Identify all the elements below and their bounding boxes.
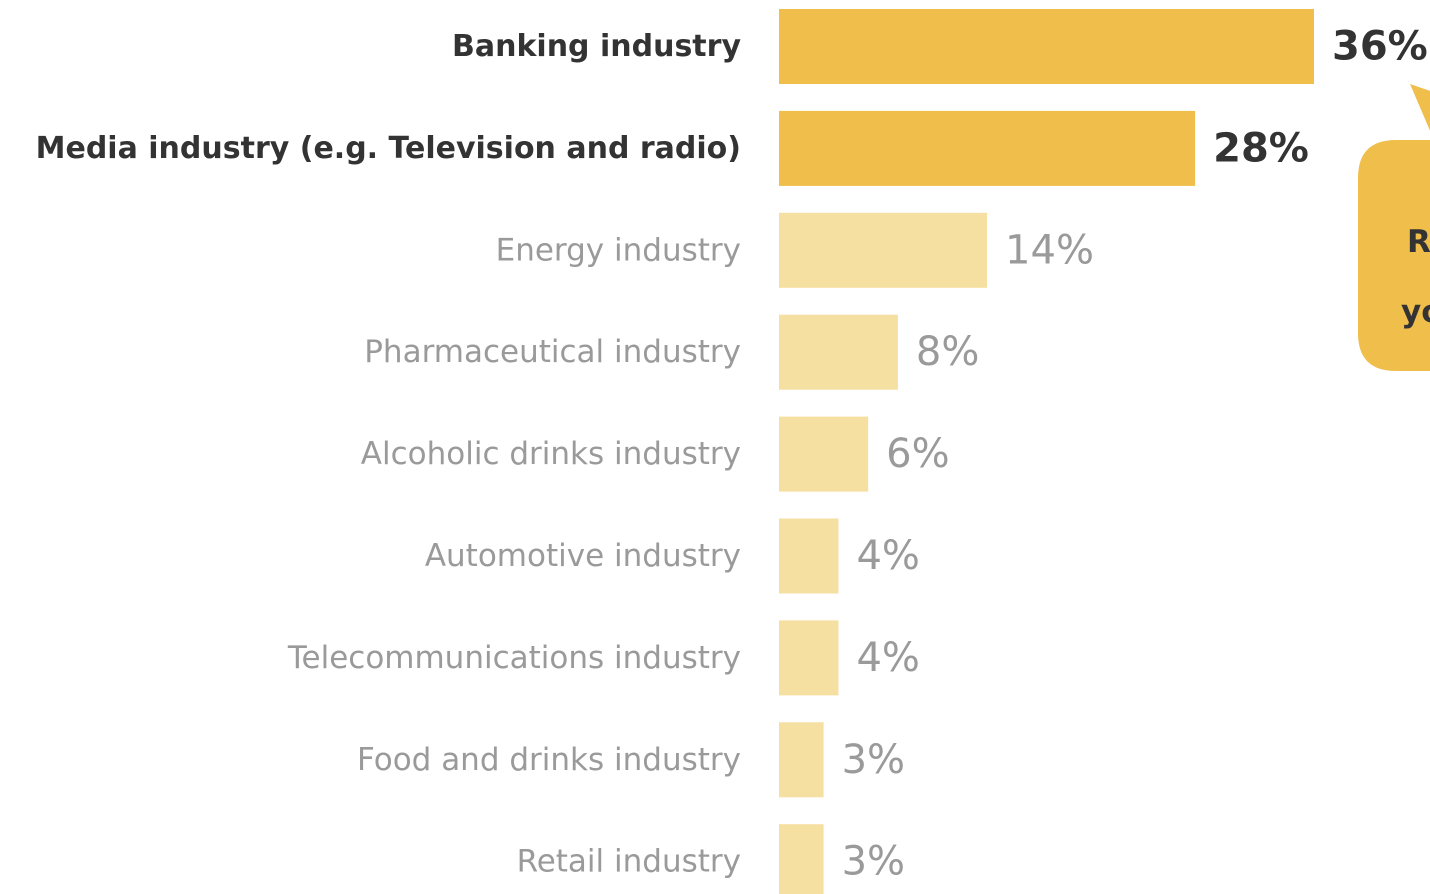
value-label: 3%	[842, 839, 905, 885]
value-label: 28%	[1213, 125, 1309, 171]
category-label: Media industry (e.g. Television and radi…	[36, 131, 741, 166]
value-label: 4%	[856, 533, 919, 579]
callout-box: R yo	[1358, 84, 1430, 371]
category-label: Food and drinks industry	[357, 742, 741, 778]
callout-shape	[1358, 140, 1430, 371]
bar	[779, 212, 988, 288]
bar	[779, 416, 869, 492]
value-label: 36%	[1332, 24, 1428, 70]
category-label: Pharmaceutical industry	[364, 334, 741, 370]
value-label: 3%	[842, 737, 905, 783]
bar	[779, 9, 1314, 84]
value-label: 6%	[886, 431, 949, 477]
category-label: Energy industry	[496, 232, 741, 268]
value-label: 8%	[916, 329, 979, 375]
bar	[779, 722, 824, 798]
callout-pointer	[1410, 84, 1430, 131]
bars-layer: Banking industry 36% Media industry (e.g. …	[36, 9, 1428, 894]
callout-text-line2: yo	[1401, 294, 1430, 330]
bar	[779, 620, 839, 696]
category-label: Banking industry	[452, 29, 741, 64]
bar	[779, 314, 898, 390]
category-label: Telecommunications industry	[287, 640, 741, 676]
callout-text-line1: R	[1407, 224, 1430, 260]
bar	[779, 824, 824, 894]
category-label: Automotive industry	[425, 538, 741, 574]
category-label: Retail industry	[517, 844, 741, 880]
value-label: 4%	[856, 635, 919, 681]
category-label: Alcoholic drinks industry	[361, 436, 741, 472]
bar	[779, 518, 839, 594]
value-label: 14%	[1005, 227, 1094, 273]
bar	[779, 110, 1196, 186]
